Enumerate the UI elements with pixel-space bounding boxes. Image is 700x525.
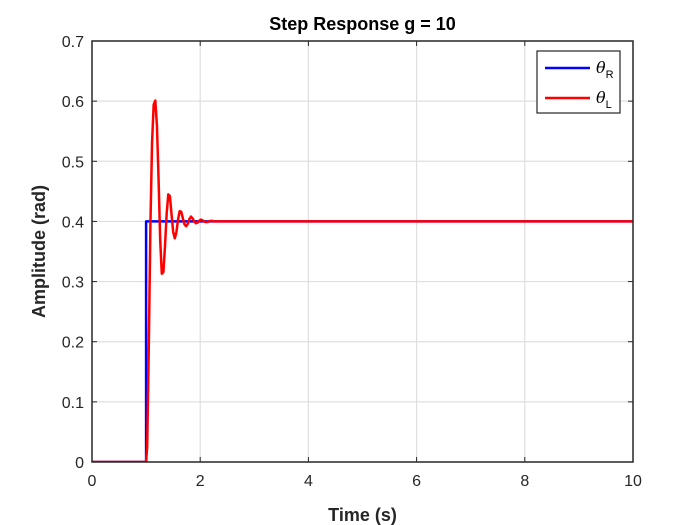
x-tick-label: 8 [520,473,529,490]
x-tick-label: 2 [196,473,205,490]
x-tick-label: 6 [412,473,421,490]
chart-title: Step Response g = 10 [269,14,456,34]
legend-label-r: θR [596,58,614,81]
y-tick-label: 0 [75,455,84,472]
y-tick-label: 0.7 [62,34,84,51]
y-tick-label: 0.4 [62,214,84,231]
tick-labels: 0 2 4 6 8 10 0 0.1 0.2 0.3 0.4 0.5 0.6 0.7 [62,34,642,490]
series-line-l [92,99,633,462]
y-tick-label: 0.3 [62,275,84,292]
axes-box [91,40,634,463]
y-tick-label: 0.6 [62,94,84,111]
y-tick-label: 0.5 [62,154,84,171]
x-tick-label: 0 [88,473,97,490]
legend-label-l: θL [596,88,612,111]
x-tick-label: 4 [304,473,313,490]
x-tick-label: 10 [624,473,642,490]
x-axis-label: Time (s) [328,505,397,525]
y-tick-label: 0.2 [62,335,84,352]
series-lines [92,99,633,462]
legend-box [536,50,621,114]
y-tick-label: 0.1 [62,395,84,412]
y-axis-label: Amplitude (rad) [29,185,49,318]
legend: θR θL [536,50,621,114]
